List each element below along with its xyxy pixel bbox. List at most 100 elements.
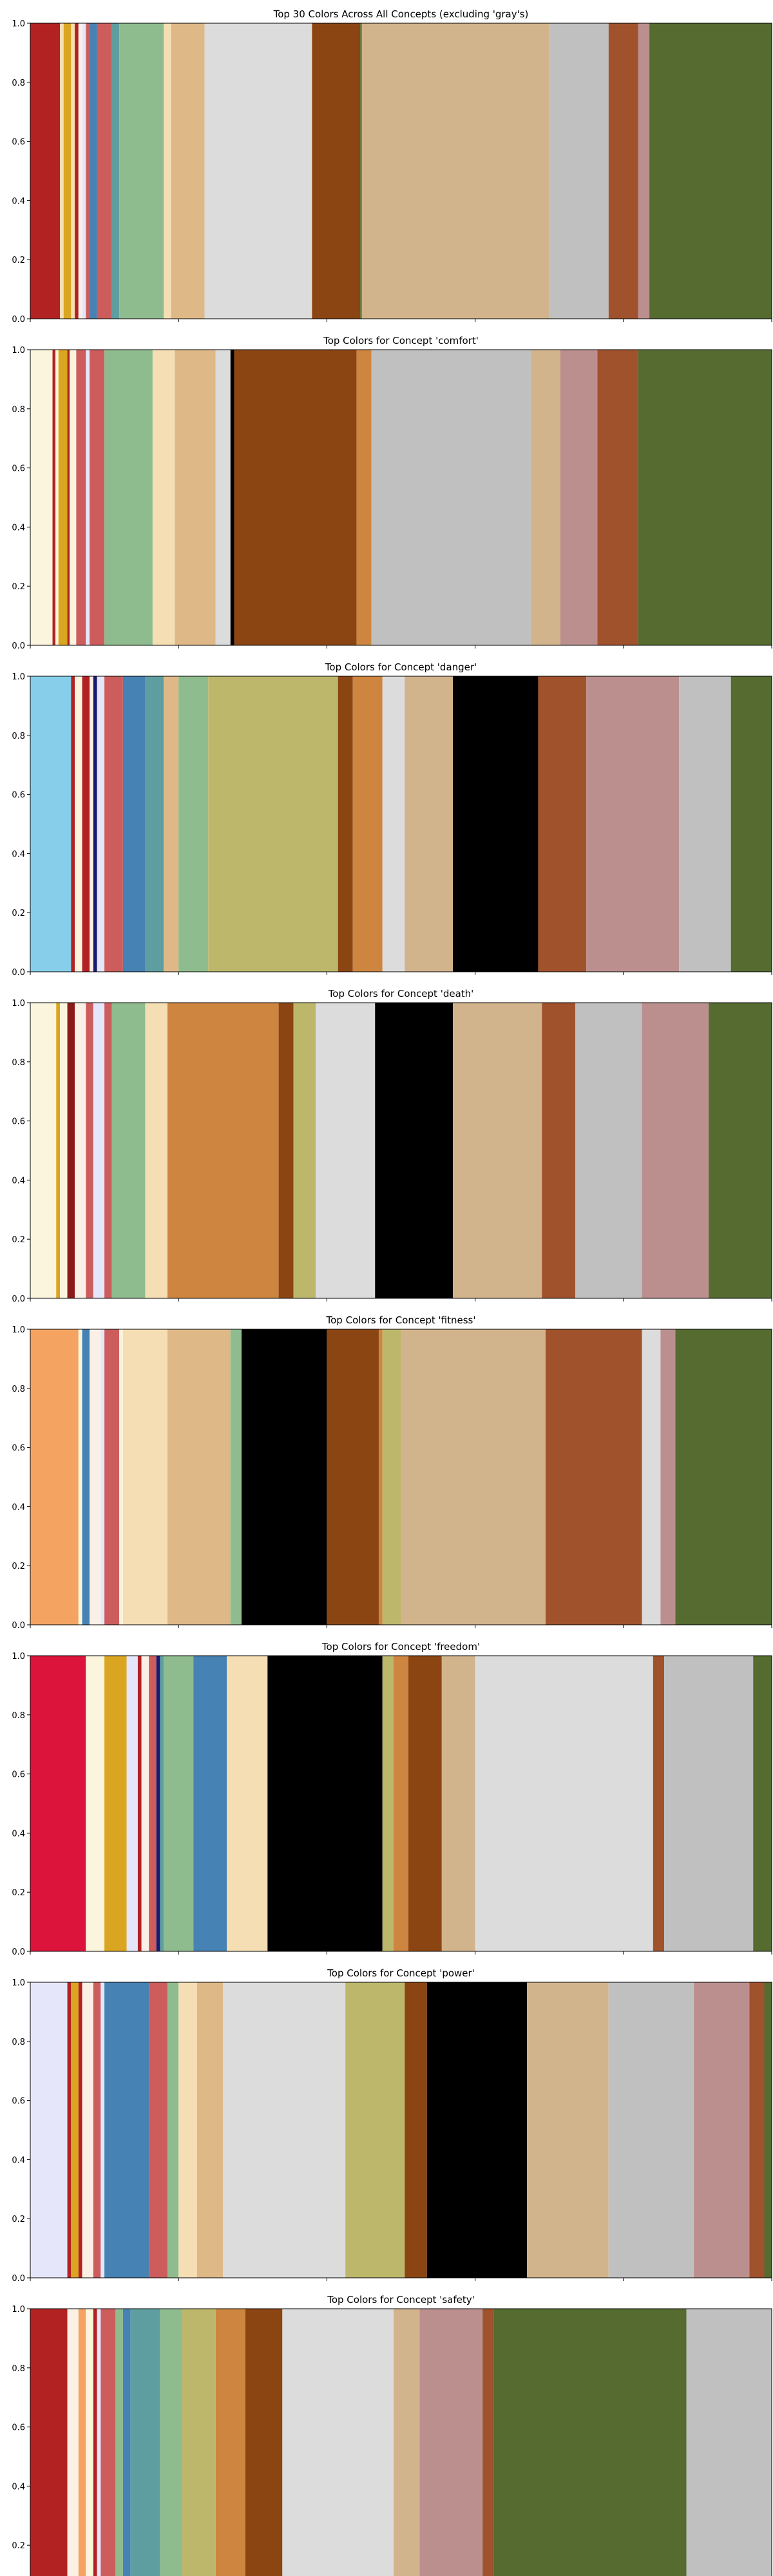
y-tick-label: 0.4 <box>12 523 25 533</box>
color-segment <box>82 1982 93 2278</box>
color-segment <box>419 2309 483 2576</box>
color-segment <box>93 676 97 972</box>
color-segment <box>164 23 171 319</box>
subplot-2: Top Colors for Concept 'danger' 0.0 0.2 0.4… <box>12 661 772 978</box>
chart-title: Top 30 Colors Across All Concepts (exclu… <box>273 8 529 20</box>
axes-frame <box>30 23 772 319</box>
color-segment <box>426 1982 528 2278</box>
y-tick-label: 0.6 <box>12 138 25 147</box>
chart-title: Top Colors for Concept 'freedom' <box>321 1641 480 1653</box>
color-segment <box>230 1329 242 1625</box>
color-segment <box>152 350 175 645</box>
color-segment <box>441 1656 475 1951</box>
color-segment <box>493 2309 687 2576</box>
y-tick-label: 0.2 <box>12 1888 25 1898</box>
color-segment <box>30 23 61 319</box>
y-tick-label: 0.4 <box>12 1829 25 1839</box>
color-segment <box>182 2309 216 2576</box>
color-segment <box>97 2309 101 2576</box>
color-segment <box>538 676 587 972</box>
color-segment <box>475 1656 653 1951</box>
color-segment <box>55 350 59 645</box>
color-segment <box>405 1982 427 2278</box>
color-segment <box>686 2309 772 2576</box>
color-segment <box>75 23 79 319</box>
color-segment <box>560 350 598 645</box>
color-segment <box>178 676 209 972</box>
color-segment <box>653 1656 665 1951</box>
color-segment <box>104 1003 112 1298</box>
color-segment <box>175 350 216 645</box>
chart-title: Top Colors for Concept 'danger' <box>325 661 477 673</box>
color-segment <box>56 1003 61 1298</box>
y-tick-label: 0.6 <box>12 464 25 474</box>
subplot-4: Top Colors for Concept 'fitness' 0.0 0.2 0.… <box>12 1314 772 1631</box>
color-segment <box>93 2309 97 2576</box>
color-segment <box>278 1003 294 1298</box>
color-segment <box>86 1656 105 1951</box>
color-segment <box>245 2309 283 2576</box>
color-segment <box>178 1982 197 2278</box>
color-segment <box>453 1003 542 1298</box>
color-segment <box>78 1982 82 2278</box>
y-tick-label: 0.2 <box>12 2215 25 2224</box>
y-tick-label: 0.0 <box>12 2274 25 2284</box>
y-tick-label: 0.6 <box>12 1117 25 1127</box>
color-segment <box>575 1003 642 1298</box>
color-segment <box>338 676 353 972</box>
color-segment <box>345 1982 405 2278</box>
y-tick-label: 0.0 <box>12 968 25 978</box>
color-segment <box>482 2309 494 2576</box>
y-tick-label: 0.2 <box>12 1562 25 1571</box>
color-segment <box>242 1329 327 1625</box>
color-segment <box>378 1329 383 1625</box>
chart-title: Top Colors for Concept 'power' <box>327 1967 475 1979</box>
color-segment <box>167 1982 179 2278</box>
color-segment <box>78 23 82 319</box>
axes-frame <box>30 1002 772 1299</box>
color-segment <box>204 23 312 319</box>
color-segment <box>230 350 234 645</box>
color-segment <box>293 1003 316 1298</box>
color-segment <box>764 1982 772 2278</box>
y-tick-label: 0.2 <box>12 256 25 265</box>
y-tick-label: 0.8 <box>12 732 25 741</box>
color-segment <box>586 676 680 972</box>
color-segment <box>356 350 372 645</box>
color-segment <box>111 23 120 319</box>
color-segment <box>382 1329 401 1625</box>
y-tick-label: 0.8 <box>12 1385 25 1394</box>
y-tick-label: 1.0 <box>12 1325 25 1335</box>
color-segment <box>196 1982 224 2278</box>
color-segment <box>122 676 146 972</box>
color-segment <box>71 1982 79 2278</box>
color-segment <box>93 1003 105 1298</box>
color-segment <box>67 2309 79 2576</box>
y-tick-label: 0.0 <box>12 1294 25 1304</box>
color-segment <box>104 1656 127 1951</box>
y-tick-label: 1.0 <box>12 1652 25 1662</box>
subplot-6: Top Colors for Concept 'power' 0.0 0.2 0.4 0… <box>12 1967 772 2284</box>
color-segment <box>215 350 231 645</box>
color-segment <box>730 676 772 972</box>
y-tick-label: 0.6 <box>12 2097 25 2107</box>
y-tick-label: 1.0 <box>12 1978 25 1988</box>
y-tick-label: 0.2 <box>12 2541 25 2551</box>
color-segment <box>267 1656 383 1951</box>
color-segment <box>30 1003 57 1298</box>
color-segment <box>208 676 338 972</box>
color-segment <box>234 350 357 645</box>
color-segment <box>160 1656 164 1951</box>
subplot-3: Top Colors for Concept 'death' 0.0 0.2 0.4 0… <box>12 988 772 1304</box>
y-tick-label: 0.2 <box>12 1235 25 1245</box>
y-tick-label: 0.8 <box>12 79 25 88</box>
color-segment <box>104 1329 120 1625</box>
color-segment <box>393 2309 420 2576</box>
y-tick-label: 0.6 <box>12 1444 25 1454</box>
color-segment <box>352 676 383 972</box>
y-tick-label: 0.0 <box>12 1621 25 1631</box>
color-segment <box>545 1329 642 1625</box>
color-segment <box>527 1982 609 2278</box>
color-segment <box>126 1656 138 1951</box>
